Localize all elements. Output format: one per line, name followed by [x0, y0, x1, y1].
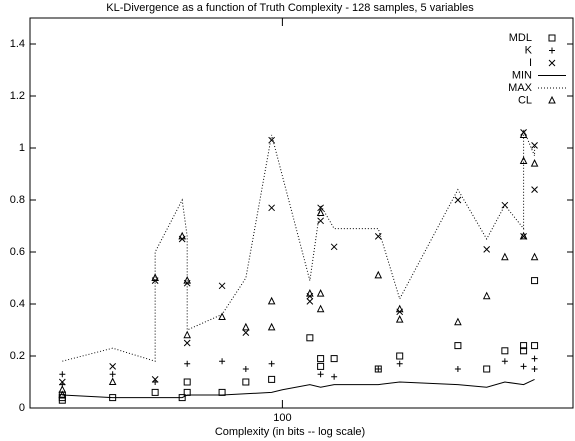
data-point	[374, 233, 382, 240]
data-point	[218, 282, 226, 290]
data-point	[268, 360, 275, 367]
data-point	[501, 347, 509, 355]
data-point	[242, 322, 250, 331]
data-point	[219, 358, 226, 365]
data-point	[454, 342, 462, 350]
data-point	[267, 296, 276, 305]
y-tick-label: 1.4	[10, 38, 25, 50]
data-point	[242, 329, 250, 336]
y-tick-label: 0	[19, 402, 25, 414]
data-point	[151, 273, 159, 281]
data-point	[183, 330, 191, 339]
data-point	[268, 375, 276, 383]
data-point	[218, 312, 226, 320]
data-point	[306, 298, 314, 305]
data-point	[531, 342, 539, 350]
y-tick-label: 0.2	[10, 350, 25, 362]
data-point	[395, 304, 404, 313]
data-point	[109, 371, 116, 378]
x-tick-label: 100	[273, 412, 291, 424]
data-point	[483, 365, 491, 373]
legend-swatch	[548, 59, 556, 67]
data-point	[520, 342, 528, 350]
legend-swatch	[549, 47, 555, 54]
chart-title: KL-Divergence as a function of Truth Com…	[106, 2, 474, 14]
y-tick-label: 0.4	[10, 298, 25, 310]
series-line	[62, 378, 535, 399]
data-point	[317, 371, 324, 378]
data-point	[109, 363, 117, 370]
data-point	[317, 362, 325, 370]
data-point	[396, 360, 403, 367]
data-point	[317, 204, 324, 212]
data-point	[531, 186, 538, 193]
data-point	[330, 355, 338, 363]
data-point	[151, 376, 159, 383]
data-point	[178, 231, 186, 240]
legend-label: MIN	[512, 69, 532, 81]
data-point	[519, 231, 528, 240]
data-point	[530, 252, 539, 261]
data-point	[531, 277, 539, 285]
y-tick-label: 1.2	[10, 90, 25, 102]
data-point	[395, 314, 404, 323]
data-point	[306, 288, 314, 297]
data-point	[242, 366, 249, 372]
data-point	[454, 317, 462, 326]
data-point	[268, 136, 275, 144]
data-point	[501, 252, 509, 261]
y-tick-label: 0.6	[10, 246, 25, 258]
plot-frame	[29, 17, 574, 409]
data-point	[183, 339, 191, 347]
data-point	[183, 378, 191, 386]
data-point	[330, 243, 338, 251]
data-point	[396, 352, 404, 360]
y-tick-label: 1	[19, 142, 25, 154]
data-point	[519, 130, 528, 138]
data-point	[316, 288, 325, 297]
data-point	[375, 366, 382, 372]
data-point	[531, 142, 538, 149]
series-line	[62, 129, 536, 362]
legend-label: MDL	[509, 32, 532, 44]
data-point	[316, 208, 325, 216]
x-axis-label: Complexity (in bits -- log scale)	[215, 426, 365, 438]
legend-label: CL	[518, 94, 532, 106]
data-point	[267, 322, 276, 331]
data-point	[268, 204, 275, 212]
data-point	[501, 358, 508, 365]
data-point	[520, 347, 528, 355]
data-point	[483, 246, 491, 253]
data-point	[316, 304, 325, 313]
data-point	[519, 156, 528, 164]
data-point	[482, 291, 491, 300]
data-point	[530, 158, 539, 167]
legend-swatch	[548, 95, 556, 104]
legend-label: MAX	[508, 82, 533, 94]
y-tick-label: 0.8	[10, 194, 25, 206]
data-point	[317, 355, 325, 363]
data-point	[531, 355, 538, 362]
data-point	[59, 371, 66, 378]
data-point	[531, 366, 538, 372]
data-point	[454, 196, 462, 204]
data-point	[151, 388, 159, 396]
data-point	[183, 275, 191, 284]
legend-label: I	[529, 57, 532, 69]
data-point	[184, 360, 191, 367]
data-point	[242, 378, 250, 386]
data-point	[108, 377, 117, 385]
data-point	[58, 390, 67, 398]
legend-label: K	[525, 44, 533, 56]
legend-swatch	[548, 34, 556, 42]
data-point	[331, 373, 338, 380]
data-point	[58, 378, 66, 386]
data-point	[374, 270, 383, 279]
data-point	[520, 363, 527, 370]
data-point	[306, 334, 314, 342]
data-point	[454, 366, 461, 372]
